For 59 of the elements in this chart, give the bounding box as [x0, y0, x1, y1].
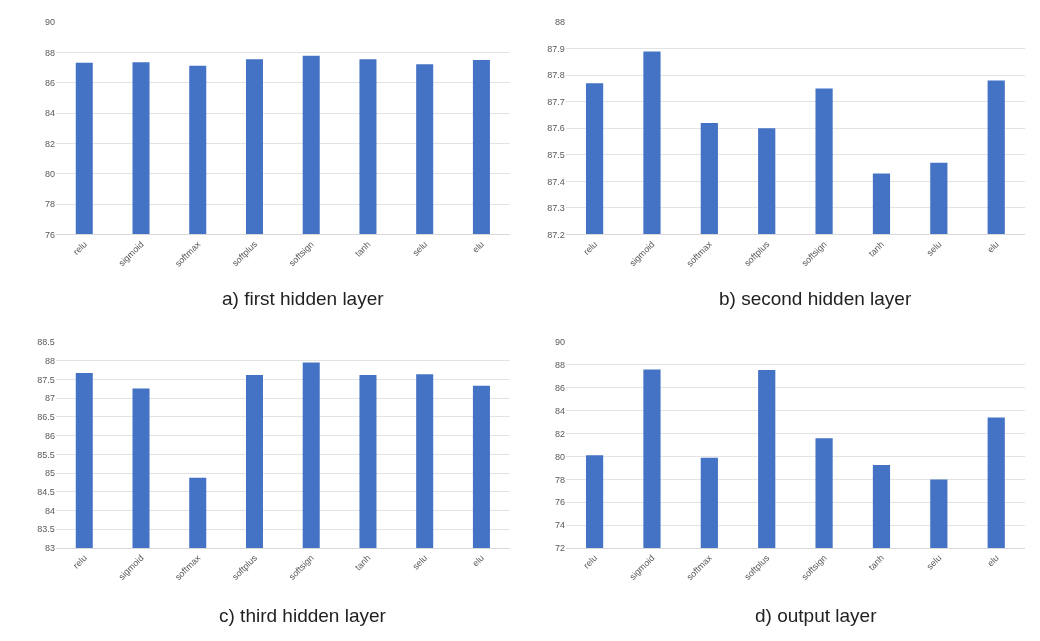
y-tick-label: 86 — [44, 78, 55, 88]
x-tick-label: tanh — [353, 552, 373, 573]
y-tick-label: 90 — [554, 337, 565, 348]
y-tick-label: 87.4 — [547, 176, 565, 187]
text: c) third hidden layer — [219, 605, 387, 626]
x-tick-label: selu — [924, 239, 944, 258]
y-tick-label: 87 — [44, 393, 55, 404]
y-tick-label: 88 — [44, 47, 55, 58]
y-tick-label: 78 — [554, 474, 565, 485]
y-tick-label: 74 — [554, 520, 565, 531]
x-tick-label: selu — [410, 239, 430, 258]
x-tick-label: relu — [581, 552, 600, 571]
y-tick-label: 76 — [554, 497, 565, 508]
y-tick-label: 88 — [44, 355, 55, 366]
y-tick-label: 87.8 — [547, 70, 565, 81]
y-tick-label: 82 — [44, 138, 55, 149]
y-tick-label: 87.9 — [547, 43, 565, 54]
y-tick-label: 88.5 — [37, 337, 55, 348]
y-tick-label: 82 — [554, 428, 565, 439]
y-tick-label: 87.2 — [547, 229, 565, 240]
y-tick-label: 83.5 — [37, 524, 55, 535]
y-tick-label: 85 — [44, 468, 55, 479]
x-tick-label: elu — [985, 239, 1001, 255]
y-tick-label: 80 — [554, 451, 565, 462]
y-tick-label: 84 — [44, 505, 55, 516]
x-tick-label: tanh — [866, 552, 887, 573]
y-tick-label: 84.5 — [37, 487, 55, 498]
y-tick-label: 80 — [44, 168, 55, 179]
y-tick-label: 87.5 — [547, 149, 565, 160]
x-tick-label: relu — [71, 239, 89, 257]
x-tick-label: selu — [924, 552, 944, 572]
text: d) output layer — [755, 605, 878, 626]
x-tick-label: relu — [71, 552, 89, 571]
y-tick-label: 88 — [554, 17, 565, 28]
x-tick-label: tanh — [353, 239, 373, 259]
y-tick-label: 84 — [44, 108, 55, 119]
y-tick-label: 85.5 — [37, 449, 55, 460]
x-tick-label: selu — [410, 552, 430, 572]
x-tick-label: elu — [985, 552, 1001, 569]
y-tick-label: 86 — [554, 382, 565, 393]
y-tick-label: 83 — [44, 543, 55, 554]
y-tick-label: 88 — [554, 360, 565, 371]
y-tick-label: 84 — [554, 405, 565, 416]
text: b) second hidden layer — [719, 288, 912, 309]
y-tick-label: 90 — [44, 17, 55, 28]
y-tick-label: 87.6 — [547, 123, 565, 134]
x-tick-label: elu — [470, 239, 487, 255]
y-tick-label: 87.7 — [547, 96, 565, 107]
y-tick-label: 87.3 — [547, 203, 565, 214]
y-tick-label: 76 — [44, 229, 55, 240]
y-tick-label: 78 — [44, 199, 55, 210]
x-tick-label: elu — [470, 552, 487, 569]
y-tick-label: 87.5 — [37, 374, 55, 385]
y-tick-label: 86.5 — [37, 412, 55, 423]
y-tick-label: 86 — [44, 430, 55, 441]
y-tick-label: 72 — [554, 543, 565, 554]
text: a) first hidden layer — [222, 288, 385, 309]
x-tick-label: tanh — [866, 239, 887, 259]
x-tick-label: relu — [581, 239, 600, 257]
